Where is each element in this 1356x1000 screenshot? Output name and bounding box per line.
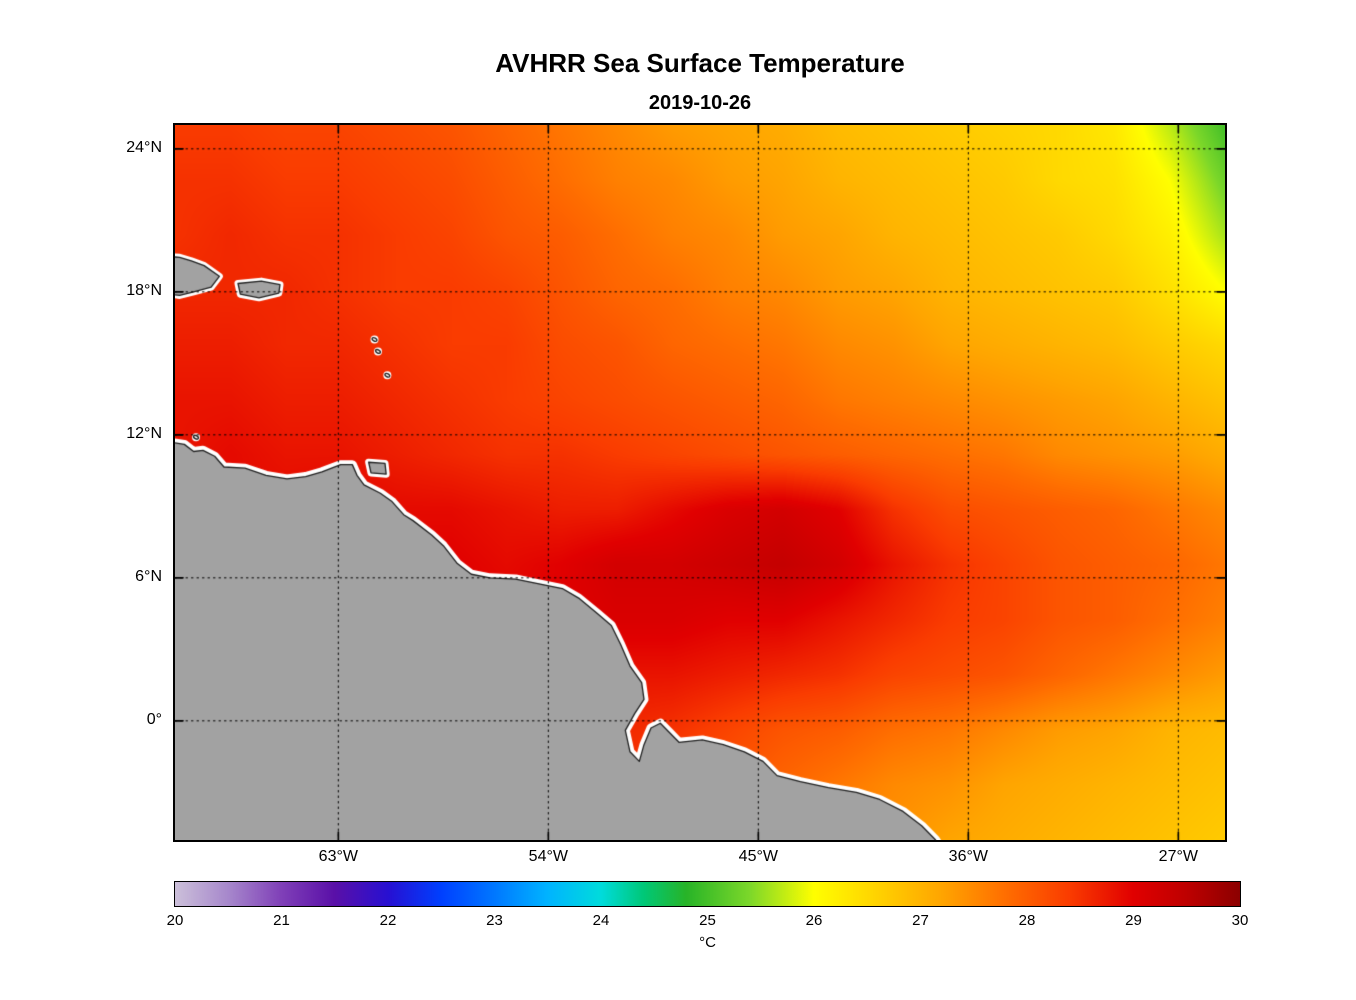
colorbar-tick-label: 22 — [379, 912, 397, 929]
y-tick-label: 12°N — [126, 424, 162, 442]
chart-subtitle: 2019-10-26 — [648, 92, 752, 114]
x-tick-label: 45°W — [738, 848, 778, 865]
y-tick-label: 0° — [146, 710, 162, 728]
colorbar-tick-label: 23 — [486, 912, 503, 929]
chart-title: AVHRR Sea Surface Temperature — [495, 48, 905, 78]
sst-map-canvas — [175, 125, 1225, 840]
colorbar — [174, 881, 1241, 907]
colorbar-tick-label: 26 — [805, 912, 823, 929]
y-tick-label: 18°N — [126, 281, 162, 299]
colorbar-tick-label: 21 — [273, 912, 290, 929]
x-tick-label: 27°W — [1158, 848, 1198, 865]
colorbar-tick-label: 25 — [699, 912, 716, 929]
x-tick-label: 36°W — [948, 848, 988, 865]
colorbar-tick-label: 27 — [912, 912, 929, 929]
x-tick-label: 54°W — [528, 848, 568, 865]
colorbar-tick-label: 29 — [1125, 912, 1142, 929]
colorbar-tick-label: 24 — [592, 912, 610, 929]
y-tick-label: 24°N — [126, 138, 162, 156]
colorbar-tick-label: 20 — [166, 912, 184, 929]
colorbar-tick-label: 30 — [1231, 912, 1249, 929]
colorbar-tick-label: 28 — [1018, 912, 1036, 929]
map-plot — [173, 123, 1227, 842]
colorbar-gradient-canvas — [175, 882, 1240, 906]
colorbar-unit-label: °C — [699, 934, 716, 951]
x-tick-label: 63°W — [318, 848, 358, 865]
y-tick-label: 6°N — [135, 567, 162, 585]
